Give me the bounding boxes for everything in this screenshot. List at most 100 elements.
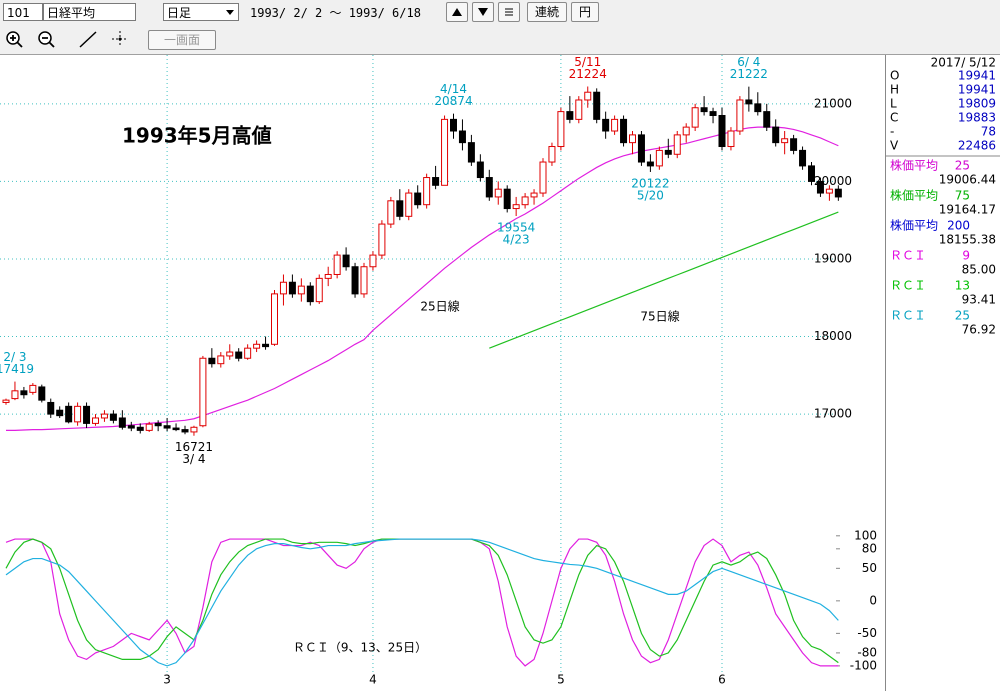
candle-body [56, 409, 64, 417]
candle-body [65, 405, 73, 423]
yen-button[interactable]: 円 [571, 2, 599, 22]
y-tick-label: 80 [862, 541, 877, 555]
menu-button[interactable] [498, 2, 520, 22]
x-tick-label: 5 [557, 673, 565, 687]
candle-body [163, 425, 171, 429]
line-tool[interactable] [79, 31, 97, 48]
dropdown-arrow [226, 10, 234, 15]
candle-body [825, 188, 833, 194]
candle-body [557, 111, 565, 148]
y-tick-label: 18000 [814, 329, 852, 343]
candle-body [754, 103, 762, 113]
cross-tool[interactable] [112, 31, 128, 47]
menu-icon [505, 8, 513, 16]
indicator-value: 19006.44 [939, 173, 996, 187]
panel-date: 2017/ 5/12 [931, 56, 996, 70]
row-value: 19941 [958, 83, 996, 97]
candle-body [790, 138, 798, 151]
candle-body [781, 138, 789, 144]
indicator-label: 株価平均 [890, 158, 938, 173]
rci-line [5, 538, 839, 667]
indicator-param: 13 [955, 279, 970, 293]
y-tick-label: -100 [850, 658, 877, 672]
code-field[interactable]: 101 [3, 3, 43, 21]
row-label: O [890, 69, 899, 83]
indicator-value: 93.41 [962, 293, 996, 307]
chart-title: ＲＣＩ（9、13、25日） [293, 641, 427, 655]
annotation-date: 6/ 4 [737, 55, 760, 69]
annotation-date: 3/ 4 [182, 452, 205, 466]
candle-body [190, 426, 198, 433]
candle-body [834, 188, 842, 198]
candle-body [521, 196, 529, 206]
candle-body [700, 107, 708, 113]
y-tick-label: 0 [869, 593, 877, 607]
series-label: 25日線 [420, 299, 459, 314]
candle-body [83, 405, 91, 424]
candle-body [485, 177, 493, 198]
x-tick-label: 6 [718, 673, 726, 687]
candle-body [2, 399, 10, 403]
candle-body [808, 165, 815, 182]
candle-body [593, 91, 601, 120]
continuous-button[interactable]: 連続 [527, 2, 567, 22]
x-tick-label: 3 [163, 673, 171, 687]
y-tick-label: -80 [857, 645, 877, 659]
candle-body [772, 126, 780, 144]
candle-body [503, 188, 511, 210]
candle-body [38, 386, 46, 401]
indicator-value: 19164.17 [939, 203, 996, 217]
candle-body [369, 254, 377, 268]
candle-body [539, 161, 547, 194]
candle-body [423, 177, 431, 206]
annotation-value: 21222 [730, 67, 768, 81]
indicator-param: 9 [962, 249, 970, 263]
toolbar: 101 日経平均 日足 1993/ 2/ 2 ～ 1993/ 6/18 連続 円… [0, 0, 1000, 55]
candle-body [664, 149, 672, 155]
candle-body [136, 426, 144, 431]
annotation-date: 2/ 3 [3, 350, 26, 364]
candle-body [351, 266, 359, 295]
candle-body [629, 134, 636, 144]
candle-body [100, 413, 108, 419]
indicator-label: ＲＣＩ [890, 279, 926, 293]
indicator-label: 株価平均 [890, 218, 938, 233]
candle-body [548, 146, 556, 163]
candle-body [718, 114, 726, 148]
moving-average-line [489, 211, 839, 349]
candle-body [745, 99, 753, 105]
candle-body [682, 126, 690, 136]
candle-body [620, 118, 628, 144]
single-screen-button[interactable]: 一画面 [148, 30, 216, 50]
candle-body [476, 161, 484, 179]
name-field[interactable]: 日経平均 [43, 3, 136, 21]
indicator-value: 76.92 [962, 323, 996, 337]
row-label: C [890, 111, 898, 125]
indicator-param: 25 [955, 159, 970, 173]
candle-body [584, 91, 592, 101]
series-label: 75日線 [640, 309, 679, 324]
row-value: 19809 [958, 97, 996, 111]
candle-body [297, 285, 305, 295]
zoom-in[interactable] [6, 31, 23, 48]
candle-body [646, 161, 654, 167]
candle-body [736, 99, 744, 132]
period-select[interactable]: 日足 [163, 3, 239, 21]
info-panel: 2017/ 5/12 O 19941 H 19941 L 19809 C 19883 - 78 V 22… [885, 55, 1000, 691]
candle-body [396, 200, 404, 217]
annotation-date: 5/20 [637, 188, 664, 202]
chart: 3 4 5 617000180001900020000210001993年5月高値25… [0, 55, 877, 687]
up-button[interactable] [446, 2, 468, 22]
down-button[interactable] [472, 2, 494, 22]
up-icon [452, 8, 462, 16]
candle-body [199, 357, 207, 427]
row-value: 22486 [958, 139, 996, 153]
y-tick-label: -50 [857, 626, 877, 640]
candle-body [611, 118, 619, 132]
candle-body [342, 254, 350, 268]
moving-average-line [6, 126, 839, 431]
candle-body [271, 293, 278, 345]
annotation-value: 21224 [569, 67, 607, 81]
zoom-out[interactable] [38, 31, 55, 48]
